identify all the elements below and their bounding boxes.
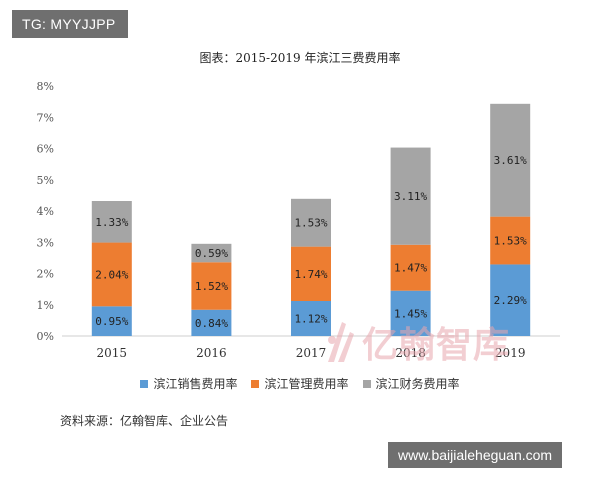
legend-item-management: 滨江管理费用率 bbox=[251, 375, 349, 392]
legend-label-sales: 滨江销售费用率 bbox=[153, 377, 238, 391]
data-label: 1.52% bbox=[195, 280, 228, 293]
source-note: 资料来源：亿翰智库、企业公告 bbox=[60, 414, 229, 428]
watermark: 亿翰智库 bbox=[322, 316, 510, 368]
y-tick-label: 6% bbox=[37, 143, 54, 156]
data-label: 3.11% bbox=[394, 190, 427, 203]
x-tick-label: 2015 bbox=[97, 346, 128, 360]
y-tick-label: 8% bbox=[37, 80, 54, 93]
x-tick-label: 2017 bbox=[296, 346, 327, 360]
x-tick-label: 2016 bbox=[196, 346, 227, 360]
data-label: 3.61% bbox=[494, 154, 527, 167]
chart-title: 图表：2015-2019 年滨江三费费用率 bbox=[199, 51, 401, 65]
legend-item-finance: 滨江财务费用率 bbox=[362, 375, 460, 392]
data-label: 1.47% bbox=[394, 262, 427, 275]
data-label: 2.29% bbox=[494, 294, 527, 307]
bar-segment bbox=[91, 201, 132, 243]
data-label: 0.95% bbox=[95, 315, 128, 328]
y-tick-label: 2% bbox=[37, 268, 54, 281]
legend-swatch-sales bbox=[140, 379, 149, 388]
y-tick-label: 5% bbox=[37, 174, 54, 187]
legend-label-finance: 滨江财务费用率 bbox=[375, 377, 460, 391]
bar-segment bbox=[490, 216, 531, 265]
bar-segment bbox=[191, 309, 232, 336]
legend-swatch-finance bbox=[362, 379, 371, 388]
data-label: 2.04% bbox=[95, 268, 128, 281]
yihan-logo-icon bbox=[328, 322, 354, 362]
site-overlay-label: www.baijialeheguan.com bbox=[388, 442, 563, 468]
bar-segment bbox=[91, 306, 132, 336]
bar-segment bbox=[390, 147, 431, 245]
data-label: 1.53% bbox=[294, 217, 327, 230]
bar-segment bbox=[490, 264, 531, 336]
bar-segment bbox=[191, 262, 232, 310]
data-label: 1.45% bbox=[394, 307, 427, 320]
data-label: 1.33% bbox=[95, 216, 128, 229]
data-label: 1.53% bbox=[494, 235, 527, 248]
bar-segment bbox=[291, 301, 331, 336]
chart-legend: 滨江销售费用率 滨江管理费用率 滨江财务费用率 bbox=[0, 375, 600, 392]
bar-segment bbox=[91, 242, 132, 307]
legend-label-management: 滨江管理费用率 bbox=[264, 377, 349, 391]
tg-overlay-label: TG: MYYJJPP bbox=[12, 10, 128, 38]
data-label: 1.74% bbox=[294, 268, 327, 281]
bar-segment bbox=[490, 103, 531, 217]
x-tick-label: 2019 bbox=[495, 346, 526, 360]
y-tick-label: 7% bbox=[37, 111, 54, 124]
data-label: 0.84% bbox=[195, 317, 228, 330]
data-label: 1.12% bbox=[294, 313, 327, 326]
bar-segment bbox=[291, 246, 331, 301]
y-tick-label: 0% bbox=[37, 330, 54, 343]
bar-segment bbox=[390, 244, 431, 291]
legend-item-sales: 滨江销售费用率 bbox=[140, 375, 237, 392]
data-label: 0.59% bbox=[195, 247, 228, 260]
watermark-text: 亿翰智库 bbox=[362, 325, 511, 366]
y-tick-label: 3% bbox=[37, 236, 54, 249]
bar-segment bbox=[191, 243, 232, 263]
bar-segment bbox=[291, 198, 331, 247]
bar-segment bbox=[390, 290, 431, 336]
legend-swatch-management bbox=[251, 379, 260, 388]
x-tick-label: 2018 bbox=[395, 346, 426, 360]
y-tick-label: 1% bbox=[37, 299, 54, 312]
y-tick-label: 4% bbox=[37, 205, 54, 218]
